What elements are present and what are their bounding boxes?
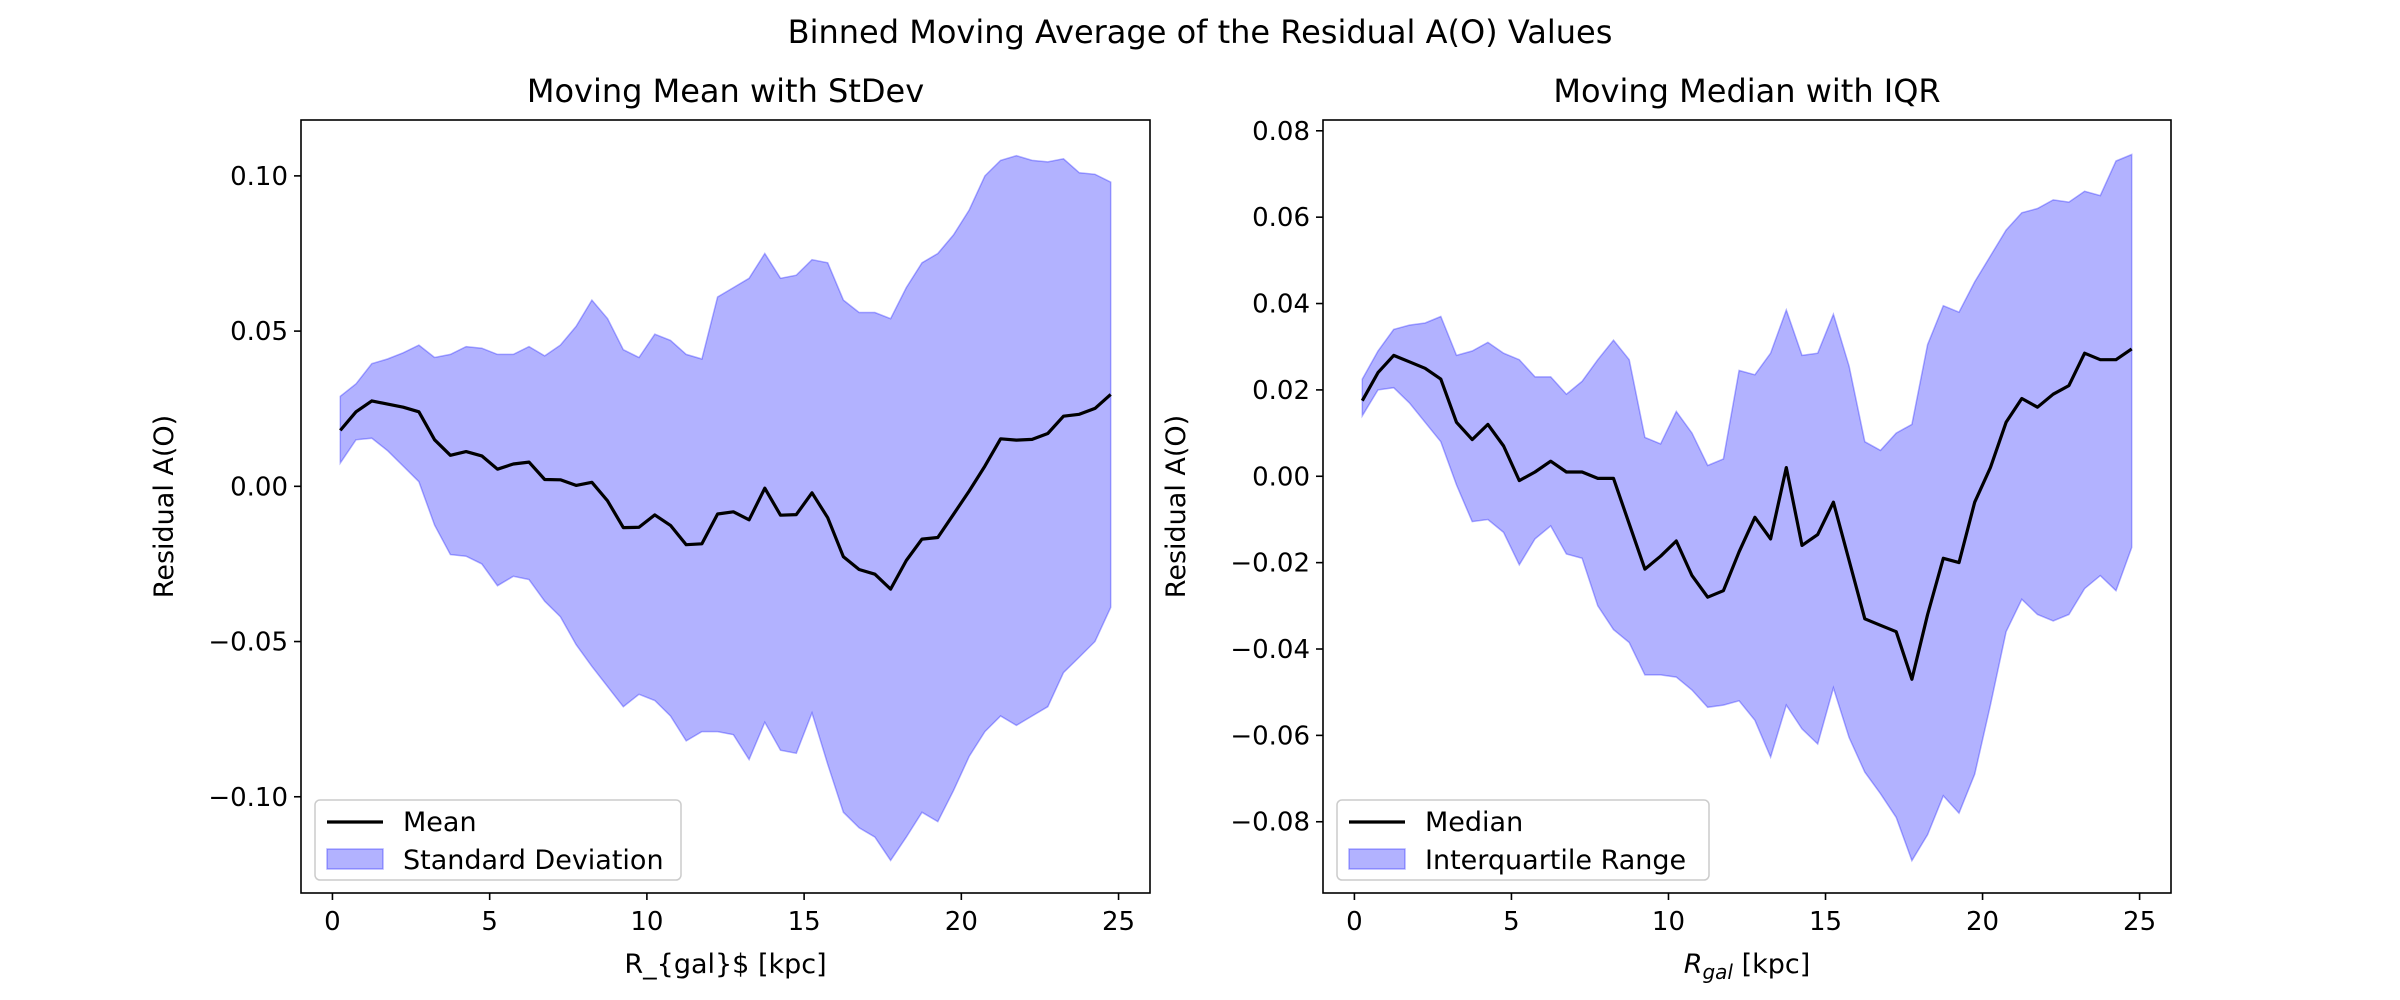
x-tick-label: 20	[945, 907, 978, 937]
chart-median-iqr: 0 5 10 15 20 25 −0.08 −0.06 −0.04 −0.02 0.00 0.02 0.…	[1161, 72, 2172, 984]
legend-band-swatch	[1348, 848, 1406, 870]
x-axis-label: Rgal [kpc]	[1684, 949, 1811, 984]
series-line-median	[1360, 347, 2133, 681]
legend-label-band: Standard Deviation	[403, 845, 664, 876]
x-axis-label-symbol: R	[1684, 949, 1703, 980]
x-tick-label: 10	[630, 907, 663, 937]
x-axis-label-subscript: gal	[1702, 960, 1733, 984]
axes-frame	[300, 119, 1151, 894]
chart-mean-stdev: 0 5 10 15 20 25 −0.10 −0.05 0.00 0.05 0.10 Moving M…	[149, 72, 1151, 980]
x-tick-label: 25	[2123, 907, 2156, 937]
series-line-mean	[339, 393, 1112, 591]
x-tick-label: 25	[1102, 907, 1135, 937]
x-tick-label: 5	[481, 907, 498, 937]
chart-title: Moving Mean with StDev	[527, 72, 924, 110]
y-tick-label: 0.10	[230, 162, 288, 192]
legend-box	[1336, 799, 1710, 881]
x-axis-label-unit: [kpc]	[1733, 949, 1810, 980]
figure-title: Binned Moving Average of the Residual A(…	[788, 13, 1613, 51]
legend-label-band: Interquartile Range	[1425, 845, 1686, 876]
chart-title: Moving Median with IQR	[1553, 72, 1940, 110]
y-tick-label: 0.00	[230, 472, 288, 502]
x-tick-label: 20	[1966, 907, 1999, 937]
legend-box	[314, 799, 682, 881]
legend: Mean Standard Deviation	[314, 799, 682, 881]
y-tick-label: 0.05	[230, 317, 288, 347]
axes-frame	[1322, 119, 2172, 894]
legend-band-swatch	[326, 848, 384, 870]
y-tick-label: −0.06	[1230, 721, 1310, 751]
y-tick-label: 0.04	[1252, 290, 1310, 320]
band-interquartile-range	[1361, 153, 2133, 863]
x-tick-label: 15	[788, 907, 821, 937]
legend: Median Interquartile Range	[1336, 799, 1710, 881]
y-tick-label: −0.02	[1230, 549, 1310, 579]
y-tick-label: −0.04	[1230, 635, 1310, 665]
x-tick-label: 0	[324, 907, 341, 937]
y-tick-label: 0.08	[1252, 117, 1310, 147]
y-axis-label: Residual A(O)	[1161, 415, 1192, 598]
y-tick-label: −0.08	[1230, 808, 1310, 838]
y-tick-label: 0.00	[1252, 462, 1310, 492]
band-standard-deviation	[339, 154, 1112, 862]
y-tick-label: 0.02	[1252, 376, 1310, 406]
legend-label-line: Mean	[403, 807, 477, 838]
y-axis-label: Residual A(O)	[149, 415, 180, 598]
x-tick-label: 10	[1652, 907, 1685, 937]
x-tick-label: 0	[1346, 907, 1363, 937]
x-tick-label: 15	[1809, 907, 1842, 937]
x-axis-label: R_{gal}$ [kpc]	[624, 949, 826, 980]
legend-label-line: Median	[1425, 807, 1523, 838]
y-tick-label: −0.05	[208, 628, 288, 658]
y-tick-label: −0.10	[208, 783, 288, 813]
x-tick-label: 5	[1503, 907, 1520, 937]
y-tick-label: 0.06	[1252, 203, 1310, 233]
